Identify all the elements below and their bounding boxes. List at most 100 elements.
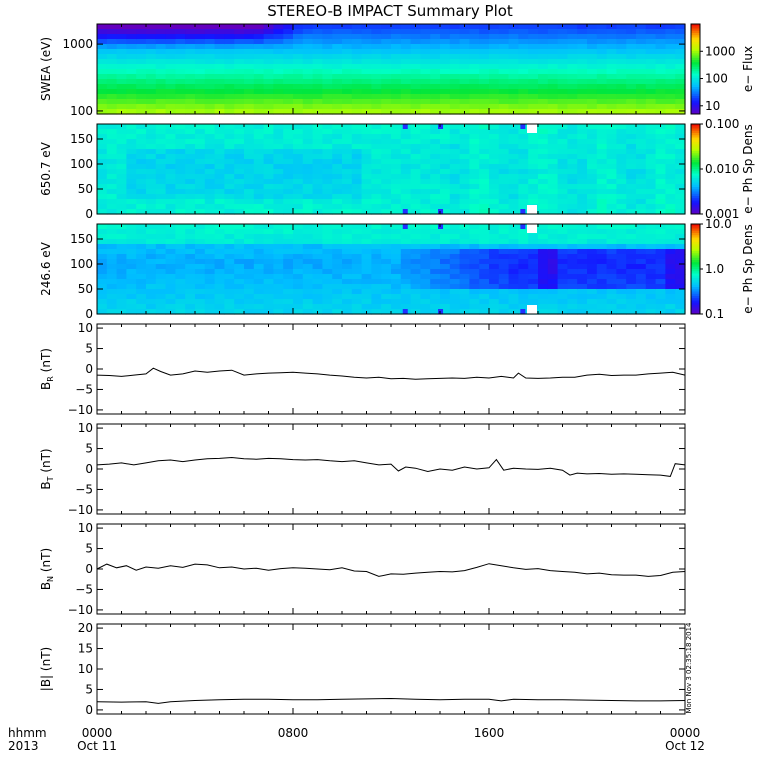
heatmap-cell [675,154,686,160]
heatmap-cell [606,84,617,90]
heatmap-cell [675,34,686,40]
heatmap-cell [332,64,343,70]
heatmap-cell [283,274,294,280]
heatmap-cell [185,224,196,230]
y-axis-label: |B| (nT) [39,647,53,691]
heatmap-cell [312,134,323,140]
heatmap-cell [381,149,392,155]
heatmap-cell [214,254,225,260]
heatmap-cell [459,44,470,50]
heatmap-cell [410,34,421,40]
heatmap-cell [469,194,480,200]
heatmap-cell [126,194,137,200]
heatmap-cell [665,34,676,40]
heatmap-data-gap [527,124,537,133]
heatmap-cell [204,304,216,310]
colorbar-segment [691,60,700,63]
heatmap-cell [410,49,421,55]
heatmap-cell [498,249,510,255]
heatmap-cell [204,264,216,270]
heatmap-cell [645,94,657,100]
heatmap-cell [293,224,304,230]
heatmap-cell [214,184,225,190]
heatmap-cell [253,264,265,270]
heatmap-cell [332,24,343,30]
heatmap-cell [322,24,333,30]
heatmap-cell [342,304,353,310]
heatmap-cell [116,169,127,175]
heatmap-cell [626,89,637,95]
heatmap-cell [332,174,343,180]
heatmap-cell [400,304,412,310]
heatmap-cell [244,49,255,55]
heatmap-cell [665,294,676,300]
heatmap-cell [283,29,294,35]
heatmap-cell [273,189,284,195]
heatmap-cell [253,259,265,265]
heatmap-cell [567,84,578,90]
heatmap-cell [302,194,314,200]
heatmap-cell [106,204,118,210]
heatmap-cell [469,134,480,140]
heatmap-cell [146,49,157,55]
heatmap-cell [204,299,216,305]
heatmap-cell [116,89,127,95]
heatmap-cell [381,39,392,45]
heatmap-cell [626,29,637,35]
heatmap-cell [557,304,568,310]
colorbar-segment [691,198,700,201]
heatmap-cell [440,249,451,255]
heatmap-cell [449,109,461,115]
heatmap-cell [381,299,392,305]
heatmap-cell [106,149,118,155]
heatmap-cell [518,139,529,145]
heatmap-cell [342,94,353,100]
heatmap-cell [616,179,627,185]
heatmap-cell [253,94,265,100]
heatmap-cell [293,299,304,305]
heatmap-cell [606,269,617,275]
heatmap-cell [655,134,666,140]
heatmap-cell [469,154,480,160]
heatmap-cell [430,244,441,250]
heatmap-cell [645,99,657,105]
heatmap-cell [449,34,461,40]
heatmap-cell [596,84,608,90]
heatmap-cell [312,39,323,45]
heatmap-cell [332,139,343,145]
heatmap-cell [675,244,686,250]
heatmap-cell [459,199,470,205]
heatmap-cell [626,244,637,250]
y-tick-label: 5 [85,442,93,456]
heatmap-cell [175,69,186,75]
heatmap-cell [224,84,235,90]
heatmap-cell [567,144,578,150]
heatmap-cell [577,194,588,200]
heatmap-cell [469,89,480,95]
heatmap-cell [175,54,186,60]
heatmap-cell [322,239,333,245]
heatmap-cell [547,144,559,150]
heatmap-cell [322,134,333,140]
heatmap-cell [479,259,490,265]
heatmap-cell [224,309,235,315]
heatmap-cell [547,194,559,200]
heatmap-cell [351,124,363,130]
colorbar-segment [691,107,700,110]
heatmap-cell [577,204,588,210]
heatmap-cell [165,94,176,100]
heatmap-cell [596,59,608,65]
heatmap-cell [459,229,470,235]
heatmap-cell [420,309,431,315]
heatmap-cell [116,244,127,250]
heatmap-cell [342,154,353,160]
heatmap-cell [244,44,255,50]
heatmap-cell [332,229,343,235]
heatmap-cell [528,284,539,290]
heatmap-cell [440,104,451,110]
heatmap-cell [440,144,451,150]
heatmap-cell [469,39,480,45]
heatmap-cell [538,264,549,270]
heatmap-cell [420,259,431,265]
heatmap-cell [430,139,441,145]
